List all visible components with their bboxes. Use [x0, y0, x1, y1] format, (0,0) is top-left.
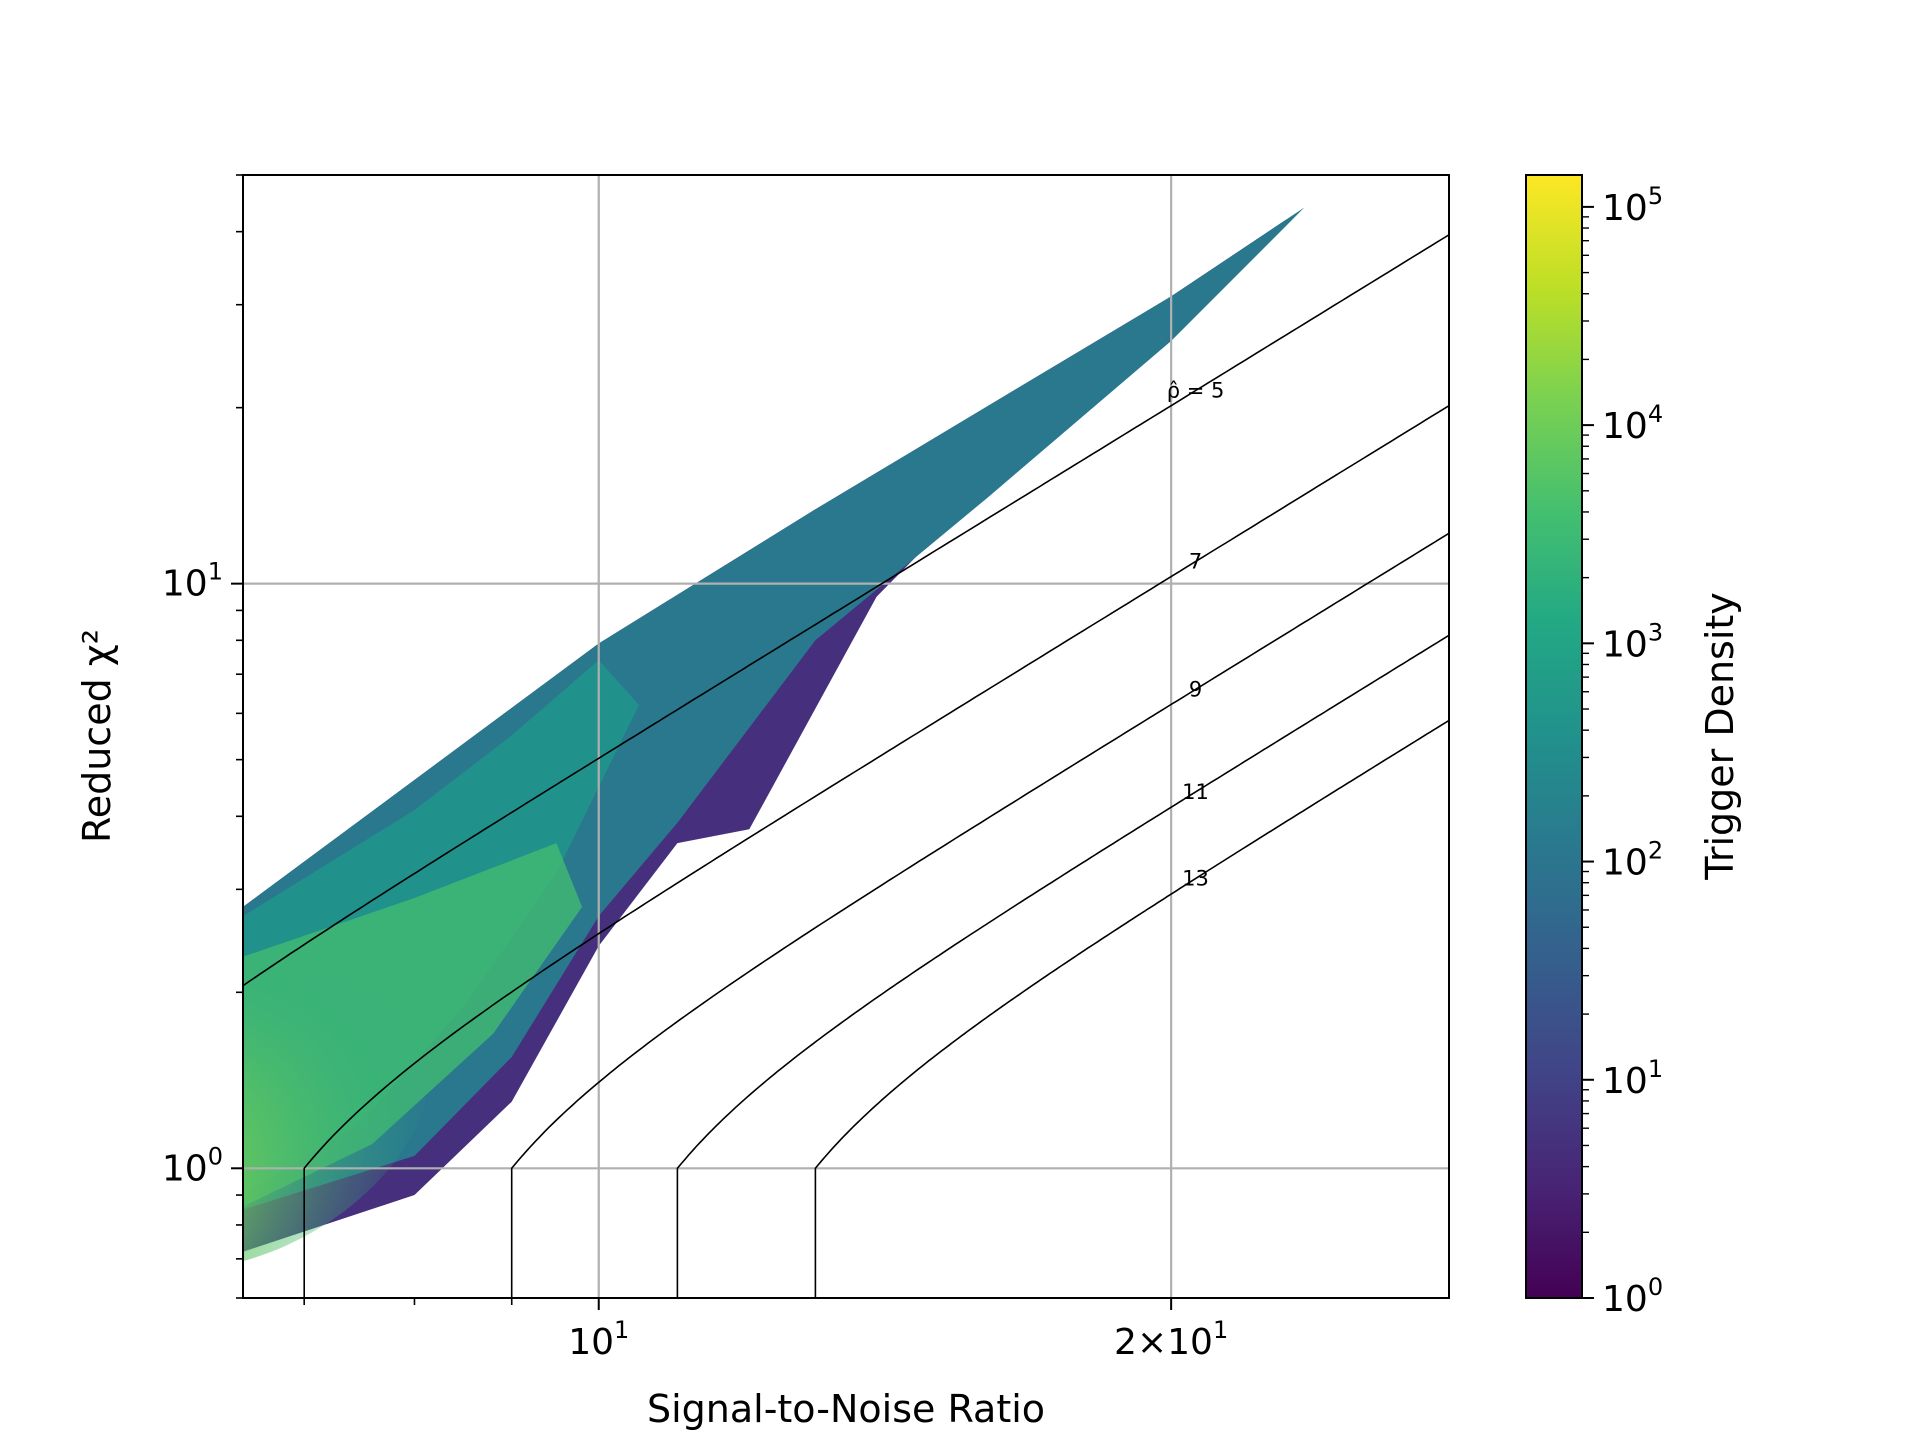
- contour-label: 9: [1189, 677, 1202, 701]
- contour-label: 7: [1189, 550, 1202, 574]
- density-peak: [243, 973, 430, 1271]
- colorbar-tick-label: 100: [1602, 1273, 1663, 1320]
- colorbar-tick-label: 101: [1602, 1055, 1663, 1102]
- colorbar-tick-label: 105: [1602, 182, 1663, 229]
- colorbar-tick-label: 102: [1602, 837, 1663, 884]
- colorbar: [1525, 174, 1583, 1299]
- contour-line: [303, 405, 1449, 1298]
- axis-ticks: 101 2×101 100 101: [162, 174, 1228, 1363]
- y-axis-label: Reduced χ²: [75, 629, 119, 843]
- grid-lines: [243, 175, 1449, 1298]
- colorbar-label: Trigger Density: [1698, 592, 1742, 881]
- plot-frame: [242, 174, 1450, 1299]
- colorbar-ticks: 100 101 102 103 104 105: [1582, 182, 1663, 1320]
- contour-line: [243, 234, 1449, 987]
- contour-line: [676, 634, 1449, 1298]
- contour-labels: ρ̂ = 5 7 9 11 13: [1167, 379, 1225, 891]
- density-heatmap: [243, 207, 1305, 1271]
- contour-label: ρ̂ = 5: [1167, 379, 1225, 403]
- y-tick-label: 100: [162, 1142, 223, 1189]
- colorbar-tick-label: 104: [1602, 400, 1663, 447]
- contour-line: [814, 719, 1449, 1298]
- contour-line: [510, 532, 1449, 1298]
- contour-label: 11: [1182, 780, 1209, 804]
- contour-label: 13: [1182, 867, 1209, 891]
- x-tick-label: 101: [568, 1316, 629, 1363]
- x-tick-label: 2×101: [1114, 1316, 1228, 1363]
- colorbar-tick-label: 103: [1602, 618, 1663, 665]
- contour-lines: [243, 234, 1449, 1298]
- x-axis-label: Signal-to-Noise Ratio: [647, 1387, 1045, 1431]
- y-tick-label: 101: [162, 558, 223, 605]
